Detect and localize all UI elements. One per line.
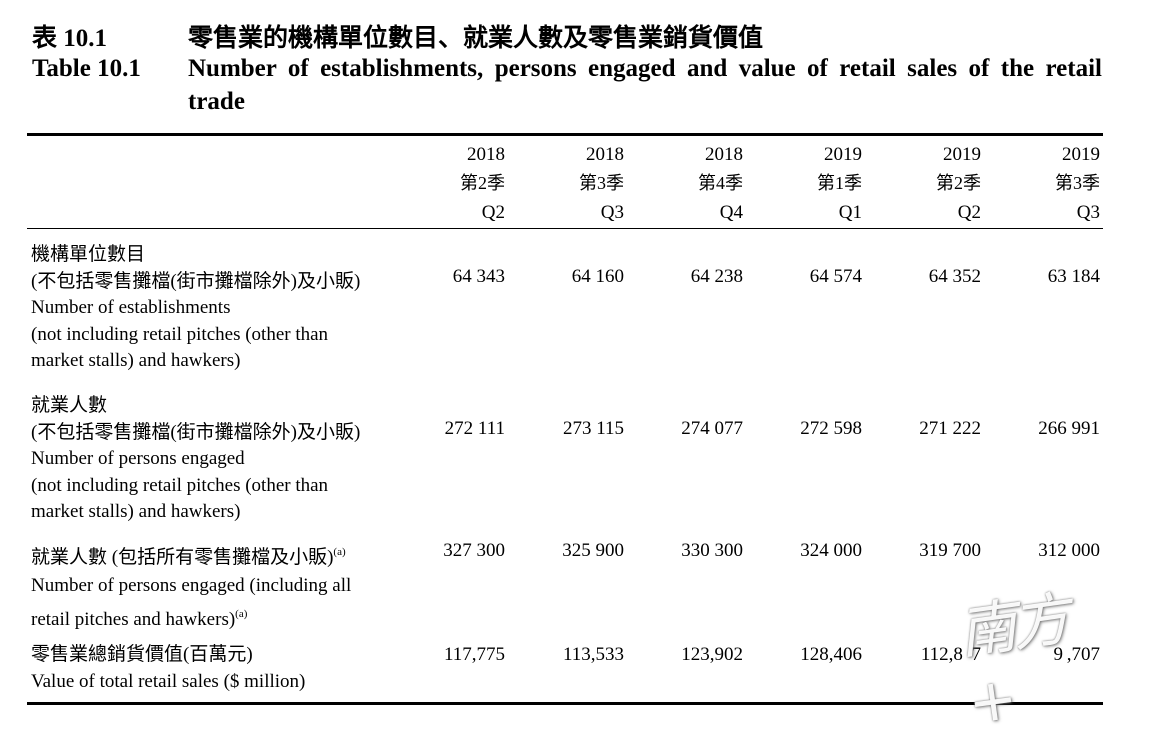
table-cell: 64 352: [928, 266, 981, 287]
footnote-marker: (a): [333, 546, 346, 558]
table-cell: 64 343: [452, 266, 505, 287]
row-label-line: Number of persons engaged (including all: [31, 575, 352, 596]
table-cell: 112,8 7: [920, 644, 981, 665]
row-label-line: (不包括零售攤檔(街市攤檔除外)及小販): [31, 270, 361, 292]
column-quarter-zh: 第2季: [460, 173, 505, 193]
row-label-line: 機構單位數目: [31, 244, 146, 265]
table-cell: 64 238: [690, 266, 743, 287]
table-cell: 272 111: [444, 418, 505, 439]
column-header: 2019 第3季 Q3: [990, 140, 1100, 227]
column-header: 2018 第2季 Q2: [395, 140, 505, 227]
table-cell: 327 300: [443, 540, 505, 561]
column-year: 2019: [943, 144, 981, 165]
row-label-line: 零售業總銷貨價值(百萬元): [31, 644, 253, 665]
table-number-zh: 表 10.1: [32, 25, 108, 52]
column-quarter-zh: 第3季: [1055, 173, 1100, 193]
row-label-persons-engaged: 就業人數 (不包括零售攤檔(街市攤檔除外)及小販) Number of pers…: [31, 393, 401, 526]
table-cell: 266 991: [1038, 418, 1100, 439]
row-label-line: (不包括零售攤檔(街市攤檔除外)及小販): [31, 421, 361, 443]
table-cell: 273 115: [562, 418, 624, 439]
column-quarter-zh: 第1季: [817, 173, 862, 193]
table-cell: 324 000: [800, 540, 862, 561]
table-cell: 128,406: [800, 644, 862, 665]
table-cell: 64 574: [809, 266, 862, 287]
row-label-line: market stalls) and hawkers): [31, 350, 241, 371]
column-header: 2018 第4季 Q4: [633, 140, 743, 227]
table-cell: 117,775: [443, 644, 505, 665]
column-quarter-en: Q4: [719, 202, 743, 223]
row-label-line: Number of establishments: [31, 297, 231, 318]
table-cell: 330 300: [681, 540, 743, 561]
column-quarter-en: Q1: [838, 202, 862, 223]
table-cell: 274 077: [681, 418, 743, 439]
table-cell: 63 184: [1047, 266, 1100, 287]
table-cell: 271 222: [919, 418, 981, 439]
table-title-en: Number of establishments, persons engage…: [188, 55, 1102, 115]
row-label-retail-sales: 零售業總銷貨價值(百萬元) Value of total retail sale…: [31, 642, 401, 695]
row-label-line: 就業人數 (包括所有零售攤檔及小販): [31, 547, 334, 568]
column-quarter-zh: 第4季: [698, 173, 743, 193]
row-label-line: market stalls) and hawkers): [31, 501, 241, 522]
row-label-persons-engaged-all: 就業人數 (包括所有零售攤檔及小販)(a) Number of persons …: [31, 538, 431, 634]
table-cell: 64 160: [571, 266, 624, 287]
column-quarter-en: Q2: [957, 202, 981, 223]
row-label-line: retail pitches and hawkers): [31, 609, 236, 630]
row-label-line: Number of persons engaged: [31, 448, 245, 469]
column-header: 2018 第3季 Q3: [514, 140, 624, 227]
row-label-line: (not including retail pitches (other tha…: [31, 474, 329, 496]
column-year: 2018: [586, 144, 624, 165]
column-year: 2019: [1062, 144, 1100, 165]
column-header: 2019 第2季 Q2: [871, 140, 981, 227]
row-label-line: 就業人數: [31, 395, 108, 416]
table-cell: 9 ,707: [1053, 644, 1100, 665]
table-title: 表 10.1 零售業的機構單位數目、就業人數及零售業銷貨價值 Table 10.…: [32, 18, 1102, 118]
column-quarter-zh: 第3季: [579, 173, 624, 193]
column-year: 2018: [467, 144, 505, 165]
column-quarter-en: Q3: [600, 202, 624, 223]
table-cell: 312 000: [1038, 540, 1100, 561]
column-header: 2019 第1季 Q1: [752, 140, 862, 227]
row-label-line: Value of total retail sales ($ million): [31, 670, 306, 692]
table-cell: 123,902: [681, 644, 743, 665]
row-label-establishments: 機構單位數目 (不包括零售攤檔(街市攤檔除外)及小販) Number of es…: [31, 242, 401, 375]
table-cell: 113,533: [562, 644, 624, 665]
table-number-en: Table 10.1: [32, 55, 141, 82]
column-quarter-en: Q3: [1076, 202, 1100, 223]
column-year: 2018: [705, 144, 743, 165]
top-rule: [27, 133, 1103, 136]
row-label-line: (not including retail pitches (other tha…: [31, 323, 329, 345]
table-cell: 325 900: [562, 540, 624, 561]
footnote-marker: (a): [235, 608, 248, 620]
column-year: 2019: [824, 144, 862, 165]
column-quarter-zh: 第2季: [936, 173, 981, 193]
column-quarter-en: Q2: [481, 202, 505, 223]
table-title-zh: 零售業的機構單位數目、就業人數及零售業銷貨價值: [188, 25, 764, 52]
table-cell: 319 700: [919, 540, 981, 561]
header-rule: [27, 228, 1103, 229]
table-cell: 272 598: [800, 418, 862, 439]
bottom-rule: [27, 702, 1103, 705]
